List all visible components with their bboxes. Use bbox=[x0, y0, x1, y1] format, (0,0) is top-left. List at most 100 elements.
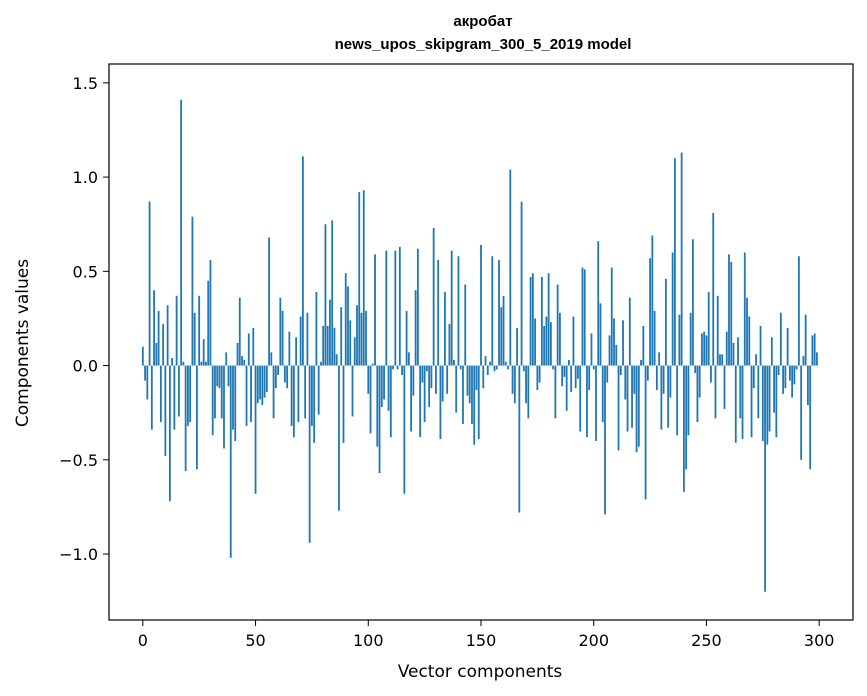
bar-182 bbox=[552, 365, 555, 370]
bar-33 bbox=[216, 365, 219, 387]
bar-283 bbox=[779, 312, 782, 366]
bar-45 bbox=[243, 359, 246, 366]
bar-259 bbox=[725, 331, 728, 366]
bar-47 bbox=[247, 333, 250, 366]
bar-238 bbox=[678, 314, 681, 366]
bar-177 bbox=[540, 276, 543, 366]
bar-1 bbox=[144, 365, 146, 381]
bar-236 bbox=[673, 158, 676, 366]
bar-207 bbox=[608, 335, 611, 366]
bar-113 bbox=[396, 365, 399, 370]
bar-265 bbox=[739, 365, 742, 419]
bar-284 bbox=[782, 365, 785, 394]
bar-20 bbox=[187, 365, 189, 426]
bar-64 bbox=[286, 365, 289, 389]
bar-148 bbox=[475, 365, 478, 391]
bar-296 bbox=[809, 365, 812, 470]
bar-60 bbox=[277, 365, 279, 375]
bar-206 bbox=[606, 365, 609, 383]
bar-2 bbox=[146, 365, 149, 400]
bar-101 bbox=[369, 365, 372, 434]
bar-34 bbox=[218, 365, 221, 389]
bar-32 bbox=[214, 365, 216, 419]
y-tick-label: 1.5 bbox=[73, 74, 98, 93]
bar-107 bbox=[383, 365, 385, 400]
bar-280 bbox=[773, 365, 775, 413]
bar-68 bbox=[295, 337, 298, 366]
bar-69 bbox=[297, 365, 300, 423]
bar-292 bbox=[800, 365, 803, 460]
y-tick-label: −0.5 bbox=[59, 451, 98, 470]
bar-290 bbox=[795, 365, 798, 370]
bar-210 bbox=[615, 344, 618, 366]
bar-181 bbox=[549, 322, 552, 366]
bar-251 bbox=[707, 292, 710, 366]
bar-97 bbox=[360, 312, 363, 366]
bar-42 bbox=[236, 342, 239, 366]
bar-297 bbox=[811, 335, 814, 366]
x-tick-label: 250 bbox=[691, 631, 722, 650]
bar-200 bbox=[592, 365, 595, 370]
bar-235 bbox=[671, 252, 674, 366]
bar-166 bbox=[516, 327, 518, 366]
bar-272 bbox=[755, 354, 757, 366]
bar-294 bbox=[804, 314, 807, 366]
bar-209 bbox=[613, 318, 615, 366]
bar-23 bbox=[193, 312, 196, 366]
bar-35 bbox=[220, 365, 223, 419]
bar-24 bbox=[196, 365, 198, 470]
bar-244 bbox=[692, 239, 694, 366]
bar-163 bbox=[509, 169, 512, 366]
bar-191 bbox=[572, 316, 575, 366]
bar-241 bbox=[685, 365, 688, 470]
bar-285 bbox=[784, 365, 787, 389]
bar-256 bbox=[719, 354, 721, 366]
bar-155 bbox=[491, 256, 494, 366]
bar-162 bbox=[507, 365, 509, 370]
bar-293 bbox=[802, 356, 805, 366]
bar-65 bbox=[288, 331, 291, 366]
bar-112 bbox=[394, 250, 397, 366]
bar-77 bbox=[315, 292, 318, 366]
bar-194 bbox=[579, 365, 582, 432]
bar-119 bbox=[410, 365, 413, 432]
bar-39 bbox=[229, 365, 232, 558]
bar-111 bbox=[392, 365, 394, 370]
bar-179 bbox=[545, 316, 548, 366]
bar-257 bbox=[721, 354, 724, 366]
bar-273 bbox=[757, 365, 760, 419]
bar-183 bbox=[554, 365, 557, 419]
plot-frame bbox=[108, 63, 854, 621]
bar-261 bbox=[730, 261, 733, 366]
bar-158 bbox=[498, 260, 500, 366]
bar-59 bbox=[274, 365, 277, 389]
bar-275 bbox=[761, 365, 764, 441]
bar-225 bbox=[649, 258, 651, 366]
bar-260 bbox=[728, 254, 730, 366]
bar-136 bbox=[448, 324, 451, 366]
bar-190 bbox=[570, 365, 573, 392]
bar-189 bbox=[568, 359, 570, 366]
bar-249 bbox=[703, 331, 706, 366]
bar-88 bbox=[340, 307, 343, 366]
bar-268 bbox=[746, 297, 748, 366]
bar-224 bbox=[646, 365, 649, 381]
bar-96 bbox=[358, 192, 361, 366]
bar-103 bbox=[374, 254, 376, 366]
bar-31 bbox=[211, 365, 214, 436]
bar-245 bbox=[694, 365, 697, 374]
bar-243 bbox=[689, 312, 692, 366]
x-tick-label: 150 bbox=[466, 631, 497, 650]
bar-180 bbox=[547, 273, 550, 366]
bar-221 bbox=[640, 359, 642, 366]
bar-104 bbox=[376, 365, 379, 447]
bar-198 bbox=[588, 365, 591, 391]
bar-195 bbox=[581, 267, 584, 366]
bar-89 bbox=[342, 365, 345, 443]
bar-120 bbox=[412, 365, 415, 396]
bar-92 bbox=[349, 320, 352, 366]
bar-239 bbox=[680, 152, 683, 366]
bar-37 bbox=[225, 352, 228, 366]
bar-98 bbox=[362, 190, 365, 366]
bar-240 bbox=[683, 365, 685, 492]
